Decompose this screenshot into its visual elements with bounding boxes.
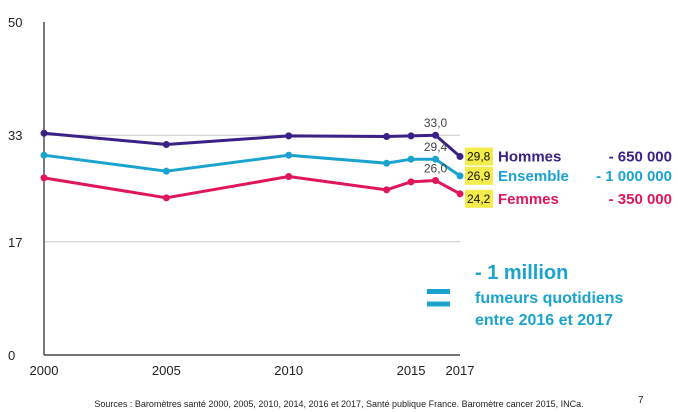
point-annotation: 33,0 xyxy=(424,116,448,130)
data-point xyxy=(40,151,48,159)
data-point xyxy=(162,167,170,175)
callout-headline: - 1 million xyxy=(475,262,569,284)
point-annotation: 29,4 xyxy=(424,140,448,154)
data-point xyxy=(456,172,464,180)
data-point xyxy=(285,173,293,181)
series-line-ensemble xyxy=(43,153,461,178)
data-point xyxy=(162,141,170,149)
page-number: 7 xyxy=(638,395,644,406)
callout-line-1: fumeurs quotidiens xyxy=(475,290,624,307)
y-tick-label: 33 xyxy=(8,128,22,143)
y-tick-label: 50 xyxy=(8,15,22,30)
x-tick-labels: 2000 2005 2010 2015 2017 xyxy=(30,363,475,378)
source-note: Sources : Baromètres santé 2000, 2005, 2… xyxy=(94,399,584,409)
data-point xyxy=(162,194,170,202)
data-point xyxy=(40,174,48,182)
legend-delta-hommes: - 650 000 xyxy=(609,149,672,166)
end-label-femmes: 24,2 xyxy=(467,192,491,206)
data-point xyxy=(383,159,391,167)
data-point xyxy=(383,186,391,194)
series-line-femmes xyxy=(43,175,461,200)
y-tick-label: 0 xyxy=(8,348,15,363)
data-point xyxy=(40,129,48,137)
legend: Hommes - 650 000 Ensemble - 1 000 000 Femmes… xyxy=(498,149,672,208)
series-line-hommes xyxy=(43,131,461,158)
x-tick-label: 2000 xyxy=(30,363,59,378)
end-value-labels: 29,8 26,9 24,2 xyxy=(465,147,493,208)
end-label-box xyxy=(465,147,493,166)
series-lines xyxy=(40,129,464,202)
summary-callout: = - 1 million fumeurs quotidiens entre 2… xyxy=(425,262,675,342)
end-label-box xyxy=(465,189,493,208)
data-point xyxy=(407,132,415,140)
data-point xyxy=(456,190,464,198)
legend-delta-ensemble: - 1 000 000 xyxy=(596,168,672,185)
point-annotation: 26,0 xyxy=(424,162,448,176)
legend-name-ensemble: Ensemble xyxy=(498,168,569,185)
equals-sign: = xyxy=(425,271,452,323)
data-point xyxy=(285,132,293,140)
legend-delta-femmes: - 350 000 xyxy=(609,191,672,208)
line-chart: 0 17 33 50 2000 2005 2010 2015 2017 33,0 29,4 26,… xyxy=(8,15,672,378)
legend-name-femmes: Femmes xyxy=(498,191,559,208)
x-tick-label: 2005 xyxy=(152,363,181,378)
y-tick-labels: 0 17 33 50 xyxy=(8,15,22,363)
y-tick-label: 17 xyxy=(8,235,22,250)
end-label-box xyxy=(465,166,493,185)
x-tick-label: 2015 xyxy=(397,363,426,378)
callout-line-2: entre 2016 et 2017 xyxy=(475,312,613,329)
legend-name-hommes: Hommes xyxy=(498,149,561,166)
data-point xyxy=(432,177,440,185)
x-tick-label: 2010 xyxy=(274,363,303,378)
point-annotations: 33,0 29,4 26,0 xyxy=(424,116,448,175)
data-point xyxy=(407,155,415,163)
data-point xyxy=(407,178,415,186)
x-tick-label: 2017 xyxy=(446,363,475,378)
end-label-ensemble: 26,9 xyxy=(467,169,491,183)
axes xyxy=(43,22,460,356)
data-point xyxy=(285,151,293,159)
data-point xyxy=(432,131,440,139)
end-label-hommes: 29,8 xyxy=(467,150,491,164)
data-point xyxy=(456,153,464,161)
data-point xyxy=(383,133,391,141)
data-point xyxy=(432,155,440,163)
